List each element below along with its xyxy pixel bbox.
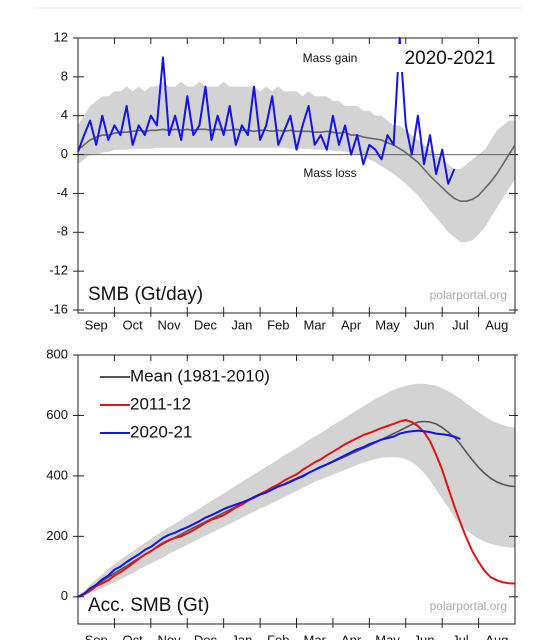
- x-tick-label: May: [375, 317, 400, 332]
- x-tick-label: Jun: [413, 632, 434, 640]
- annotation: Mass gain: [303, 51, 358, 65]
- x-tick-label: Jan: [231, 632, 252, 640]
- y-tick-label: 8: [61, 68, 68, 83]
- x-tick-label: Feb: [267, 632, 289, 640]
- series-line: [77, 128, 516, 202]
- y-tick-label: 0: [61, 588, 68, 603]
- x-tick-label: Sep: [85, 632, 108, 640]
- x-tick-label: Apr: [341, 632, 362, 640]
- y-tick-label: 600: [46, 407, 68, 422]
- series-line: [77, 37, 456, 185]
- y-tick-label: 0: [61, 146, 68, 161]
- source: polarportal.org: [430, 288, 507, 302]
- range-band: [78, 383, 515, 597]
- y-tick-label: -12: [49, 263, 68, 278]
- x-tick-label: Feb: [267, 317, 289, 332]
- y-tick-label: 12: [54, 29, 68, 44]
- x-tick-label: Jul: [452, 317, 469, 332]
- x-tick-label: May: [375, 632, 400, 640]
- x-tick-label: Mar: [304, 632, 327, 640]
- x-tick-label: Mar: [304, 317, 327, 332]
- title: 2020-2021: [405, 48, 496, 69]
- x-tick-label: Jul: [452, 632, 469, 640]
- y-tick-label: -8: [56, 224, 68, 239]
- x-tick-label: Nov: [157, 317, 181, 332]
- x-tick-label: Oct: [123, 632, 144, 640]
- x-tick-label: Aug: [485, 632, 508, 640]
- series-line: [77, 419, 516, 598]
- x-tick-label: Aug: [485, 317, 508, 332]
- y-tick-label: -16: [49, 301, 68, 316]
- y-tick-label: 800: [46, 346, 68, 361]
- x-tick-label: Dec: [194, 317, 218, 332]
- x-tick-label: Apr: [341, 317, 362, 332]
- legend-label: 2020-21: [130, 422, 192, 441]
- x-tick-label: Sep: [85, 317, 108, 332]
- series-line: [77, 429, 461, 598]
- source: polarportal.org: [430, 599, 507, 613]
- y-tick-label: 4: [61, 107, 68, 122]
- x-tick-label: Jan: [231, 317, 252, 332]
- annotation: Mass loss: [303, 166, 356, 180]
- legend-label: Mean (1981-2010): [130, 366, 270, 385]
- x-tick-label: Dec: [194, 632, 218, 640]
- title-box: [396, 44, 504, 72]
- legend-label: 2011-12: [130, 394, 191, 413]
- y-tick-label: 400: [46, 467, 68, 482]
- y-tick-label: -4: [56, 185, 68, 200]
- x-tick-label: Nov: [157, 632, 181, 640]
- y-label: SMB (Gt/day): [88, 284, 203, 305]
- y-tick-label: 200: [46, 528, 68, 543]
- x-tick-label: Oct: [123, 317, 144, 332]
- y-label: Acc. SMB (Gt): [88, 595, 209, 616]
- range-band: [78, 81, 515, 242]
- x-tick-label: Jun: [413, 317, 434, 332]
